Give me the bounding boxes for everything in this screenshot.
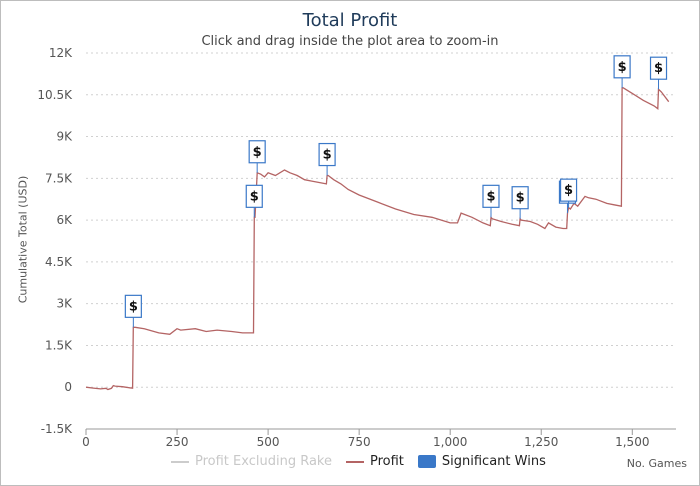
- flag-label: $: [654, 61, 663, 76]
- legend-item-profit-excluding-rake[interactable]: Profit Excluding Rake: [171, 454, 332, 469]
- flag-label: $: [129, 299, 138, 314]
- y-tick-label: 12K: [49, 46, 73, 60]
- chart-subtitle: Click and drag inside the plot area to z…: [201, 34, 499, 49]
- significant-win-flag[interactable]: [613, 55, 631, 79]
- y-tick-label: 10.5K: [37, 88, 73, 102]
- significant-win-flag[interactable]: [124, 294, 142, 318]
- significant-win-flag[interactable]: [245, 184, 263, 208]
- y-tick-label: 0: [64, 380, 72, 394]
- y-tick-label: -1.5K: [41, 422, 73, 436]
- flag-label: $: [516, 191, 525, 206]
- y-tick-label: 9K: [56, 130, 73, 144]
- legend-swatch-profit: [345, 460, 364, 463]
- significant-win-flag[interactable]: [318, 142, 336, 167]
- x-tick-label: 1,000: [433, 435, 467, 449]
- legend-item-profit[interactable]: Profit: [345, 454, 404, 469]
- y-tick-label: 3K: [56, 297, 73, 311]
- x-tick-label: 1,250: [524, 435, 558, 449]
- flag-label: $: [564, 183, 573, 198]
- x-tick-label: 500: [257, 435, 280, 449]
- significant-win-flag[interactable]: [482, 184, 500, 208]
- x-tick-label: 1,500: [615, 435, 649, 449]
- profit-line[interactable]: [85, 87, 670, 391]
- legend: Profit Excluding Rake Profit Significant…: [171, 454, 546, 469]
- x-tick-label: 250: [166, 435, 189, 449]
- legend-swatch-profit-excluding-rake: [171, 460, 189, 463]
- significant-win-flag[interactable]: [511, 186, 529, 210]
- legend-label-profit: Profit: [369, 454, 404, 469]
- flag-label: $: [323, 148, 332, 163]
- y-axis-title: Cumulative Total (USD): [16, 175, 30, 304]
- significant-win-flag[interactable]: [559, 178, 578, 202]
- y-tick-label: 4.5K: [45, 255, 73, 269]
- y-tick-label: 7.5K: [45, 171, 73, 185]
- legend-swatch-significant-wins: [417, 455, 436, 468]
- flag-label: $: [250, 189, 259, 204]
- significant-win-flag[interactable]: [649, 56, 668, 80]
- x-tick-label: 0: [82, 435, 90, 449]
- chart-title: Total Profit: [302, 10, 398, 31]
- y-tick-label: 6K: [56, 213, 73, 227]
- flag-label: $: [618, 60, 627, 75]
- flag-label: $: [253, 145, 262, 160]
- legend-label-profit-excluding-rake: Profit Excluding Rake: [195, 454, 332, 469]
- y-tick-label: 1.5K: [45, 338, 73, 352]
- flag-label: $: [486, 189, 495, 204]
- legend-item-significant-wins[interactable]: Significant Wins: [417, 454, 546, 469]
- x-axis-title: No. Games: [626, 457, 687, 470]
- x-tick-label: 750: [348, 435, 371, 449]
- significant-win-flag[interactable]: [248, 140, 266, 164]
- legend-label-significant-wins: Significant Wins: [441, 454, 546, 469]
